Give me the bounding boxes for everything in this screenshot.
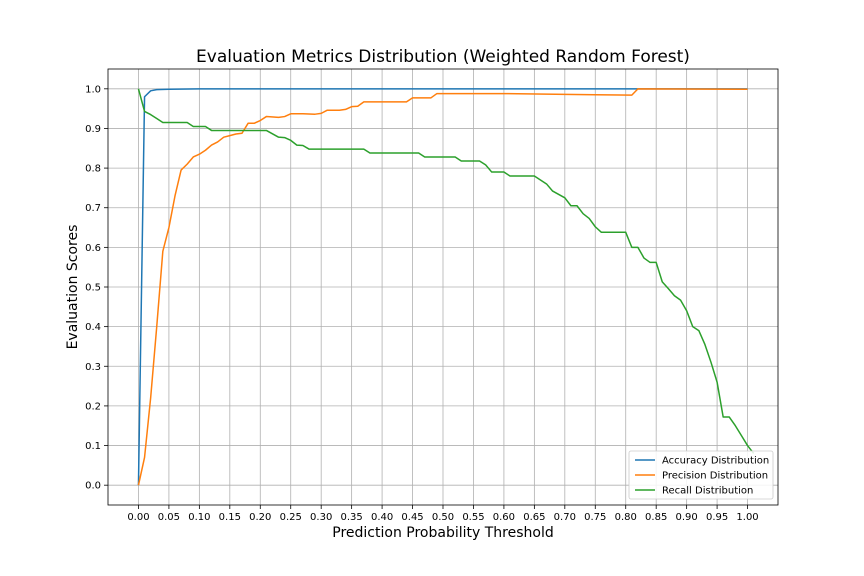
y-tick-label: 1.0 [85, 84, 101, 95]
series-line-2 [137, 88, 748, 486]
x-tick-label: 0.65 [523, 512, 545, 523]
y-tick-label: 0.0 [85, 481, 101, 492]
x-tick-label: 0.40 [371, 512, 393, 523]
y-tick-label: 0.9 [85, 124, 101, 135]
x-tick-label: 0.20 [249, 512, 271, 523]
x-tick-label: 0.60 [493, 512, 515, 523]
y-tick-label: 0.4 [85, 322, 101, 333]
x-tick-label: 0.80 [615, 512, 637, 523]
y-tick-label: 0.1 [85, 441, 101, 452]
y-tick-label: 0.2 [85, 401, 101, 412]
x-tick-label: 0.75 [584, 512, 606, 523]
y-tick-label: 0.7 [85, 203, 101, 214]
x-tick-label: 0.55 [462, 512, 484, 523]
x-tick-label: 0.30 [310, 512, 332, 523]
y-tick-label: 0.5 [85, 283, 101, 294]
x-tick-label: 0.10 [188, 512, 210, 523]
axis-ticks: 0.00 0.05 0.10 0.15 0.20 0.25 0.30 0.35 0.40 0.45… [85, 84, 759, 523]
x-tick-label: 0.90 [676, 512, 698, 523]
series-line-3 [137, 88, 755, 454]
x-tick-label: 0.50 [432, 512, 454, 523]
x-axis-label: Prediction Probability Threshold [332, 525, 553, 541]
x-tick-label: 1.00 [736, 512, 758, 523]
series-lines [137, 88, 755, 486]
y-tick-label: 0.6 [85, 243, 101, 254]
x-tick-label: 0.45 [401, 512, 423, 523]
y-tick-label: 0.3 [85, 362, 101, 373]
legend-entry-label: Accuracy Distribution [662, 456, 769, 467]
x-tick-label: 0.85 [645, 512, 667, 523]
grid [108, 69, 778, 505]
x-tick-label: 0.70 [554, 512, 576, 523]
legend-entry-label: Precision Distribution [662, 471, 768, 482]
y-axis-label: Evaluation Scores [65, 225, 81, 350]
x-tick-label: 0.95 [706, 512, 728, 523]
legend-box [628, 450, 774, 500]
y-tick-label: 0.8 [85, 164, 101, 175]
x-tick-label: 0.35 [341, 512, 363, 523]
x-tick-label: 0.05 [158, 512, 180, 523]
legend: Accuracy Distribution Precision Distribut… [628, 450, 774, 500]
x-tick-label: 0.15 [219, 512, 241, 523]
chart-title: Evaluation Metrics Distribution (Weighte… [196, 47, 690, 67]
x-tick-label: 0.25 [280, 512, 302, 523]
x-tick-label: 0.00 [127, 512, 149, 523]
legend-entry-label: Recall Distribution [662, 486, 753, 497]
